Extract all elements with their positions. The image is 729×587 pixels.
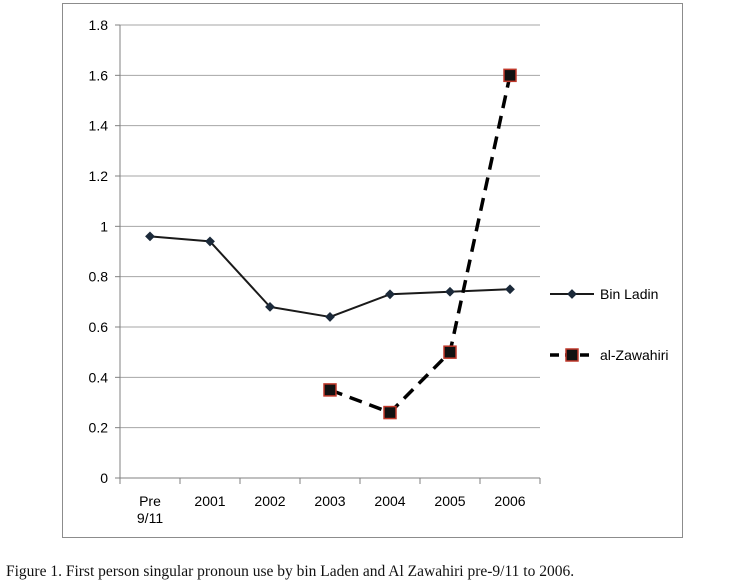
series-0-point-2 <box>265 301 275 312</box>
y-tick-9: 1.8 <box>89 17 109 33</box>
series-0-point-5 <box>445 286 455 297</box>
x-tick-4: 2004 <box>374 493 405 509</box>
x-tick-0: Pre 9/11 <box>137 493 163 526</box>
legend: Bin Ladin al-Zawahiri <box>550 286 668 363</box>
figure-caption: Figure 1. First person singular pronoun … <box>6 563 575 580</box>
legend-label-1: al-Zawahiri <box>600 347 668 363</box>
y-tick-2: 0.4 <box>89 369 109 385</box>
series-0-point-1 <box>205 236 215 247</box>
axes <box>115 24 541 484</box>
series-0-point-0 <box>145 231 155 242</box>
y-tick-1: 0.2 <box>89 420 109 436</box>
series-1-point-3 <box>323 383 337 397</box>
y-tick-5: 1 <box>100 218 108 234</box>
x-tick-labels: Pre 9/11 2001 2002 2003 2004 2005 2006 <box>137 493 526 526</box>
y-tick-labels: 0 0.2 0.4 0.6 0.8 1 1.2 1.4 1.6 1.8 <box>89 17 109 486</box>
series-0-point-6 <box>505 284 515 295</box>
series-legend-0-point-0 <box>567 289 577 299</box>
x-tick-1: 2001 <box>194 493 225 509</box>
series-markers <box>145 68 517 420</box>
y-tick-3: 0.6 <box>89 319 109 335</box>
legend-label-0: Bin Ladin <box>600 286 658 302</box>
series-legend-1-point-0 <box>565 348 579 362</box>
y-tick-0: 0 <box>100 470 108 486</box>
x-tick-3: 2003 <box>314 493 345 509</box>
x-tick-2: 2002 <box>254 493 285 509</box>
chart-frame <box>62 3 683 538</box>
y-tick-7: 1.4 <box>89 118 109 134</box>
y-tick-6: 1.2 <box>89 168 109 184</box>
y-tick-4: 0.8 <box>89 269 109 285</box>
gridlines <box>120 24 540 429</box>
line-chart: 0 0.2 0.4 0.6 0.8 1 1.2 1.4 1.6 1.8 Pre 9/11 2001 20… <box>89 17 669 526</box>
x-tick-6: 2006 <box>494 493 525 509</box>
series-1-line <box>329 74 512 415</box>
y-tick-8: 1.6 <box>89 67 109 83</box>
series-0-point-4 <box>385 289 395 300</box>
series-0-point-3 <box>325 312 335 322</box>
x-tick-5: 2005 <box>434 493 465 509</box>
series-1-point-6 <box>503 68 517 83</box>
series-1-point-5 <box>443 345 457 359</box>
series-1-point-4 <box>383 405 397 420</box>
